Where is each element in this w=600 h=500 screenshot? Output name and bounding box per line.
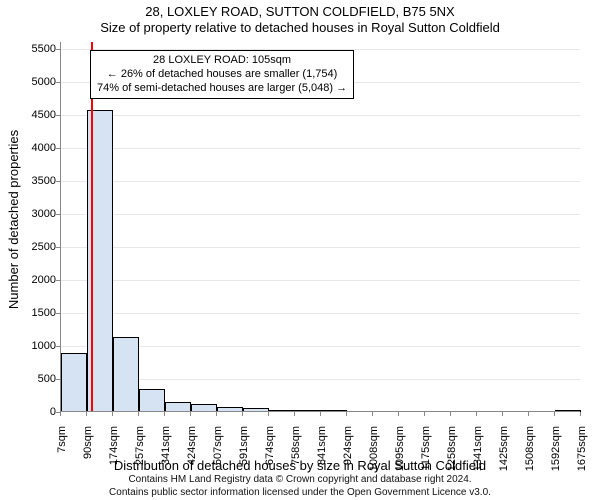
y-tick-label: 3500 [16, 175, 56, 187]
gridline [60, 148, 580, 149]
x-tick-mark [86, 412, 87, 416]
x-tick-label: 90sqm [82, 424, 94, 476]
annotation-box: 28 LOXLEY ROAD: 105sqm ← 26% of detached… [90, 50, 354, 99]
annotation-line: ← 26% of detached houses are smaller (1,… [97, 68, 347, 82]
gridline [60, 181, 580, 182]
annotation-line: 28 LOXLEY ROAD: 105sqm [97, 54, 347, 68]
x-tick-label: 1175sqm [420, 424, 432, 476]
x-tick-label: 1592sqm [550, 424, 562, 476]
x-tick-label: 174sqm [108, 424, 120, 476]
x-tick-mark [502, 412, 503, 416]
x-tick-label: 1341sqm [472, 424, 484, 476]
y-tick-label: 5000 [16, 76, 56, 88]
x-tick-mark [554, 412, 555, 416]
x-tick-mark [190, 412, 191, 416]
gridline [60, 214, 580, 215]
x-tick-mark [580, 412, 581, 416]
x-axis-line [60, 411, 580, 412]
y-tick-label: 500 [16, 373, 56, 385]
histogram-bar [61, 353, 87, 412]
x-tick-mark [528, 412, 529, 416]
annotation-line: 74% of semi-detached houses are larger (… [97, 82, 347, 96]
y-tick-label: 1000 [16, 340, 56, 352]
x-tick-label: 1508sqm [524, 424, 536, 476]
histogram-bar [139, 389, 165, 412]
x-tick-mark [346, 412, 347, 416]
x-tick-mark [450, 412, 451, 416]
gridline [60, 247, 580, 248]
x-tick-label: 1425sqm [498, 424, 510, 476]
x-tick-mark [294, 412, 295, 416]
x-tick-mark [112, 412, 113, 416]
x-tick-mark [372, 412, 373, 416]
figure: 28, LOXLEY ROAD, SUTTON COLDFIELD, B75 5… [0, 0, 600, 500]
chart-title: 28, LOXLEY ROAD, SUTTON COLDFIELD, B75 5… [0, 0, 600, 20]
x-tick-label: 841sqm [316, 424, 328, 476]
y-tick-label: 3000 [16, 208, 56, 220]
y-axis-line [60, 42, 61, 412]
x-tick-mark [398, 412, 399, 416]
gridline [60, 115, 580, 116]
x-tick-label: 1258sqm [446, 424, 458, 476]
x-tick-mark [424, 412, 425, 416]
x-tick-label: 1095sqm [394, 424, 406, 476]
y-tick-label: 1500 [16, 307, 56, 319]
x-tick-label: 341sqm [160, 424, 172, 476]
x-tick-label: 1008sqm [368, 424, 380, 476]
chart-subtitle: Size of property relative to detached ho… [0, 20, 600, 38]
y-tick-label: 4500 [16, 109, 56, 121]
x-tick-mark [60, 412, 61, 416]
x-tick-label: 507sqm [212, 424, 224, 476]
x-tick-label: 758sqm [290, 424, 302, 476]
y-tick-label: 4000 [16, 142, 56, 154]
x-tick-mark [242, 412, 243, 416]
y-tick-label: 2000 [16, 274, 56, 286]
x-tick-mark [268, 412, 269, 416]
x-tick-label: 591sqm [238, 424, 250, 476]
x-tick-label: 424sqm [186, 424, 198, 476]
x-tick-label: 674sqm [264, 424, 276, 476]
x-tick-label: 924sqm [342, 424, 354, 476]
footer-attribution: Contains HM Land Registry data © Crown c… [0, 474, 600, 499]
y-tick-label: 0 [16, 406, 56, 418]
y-tick-label: 2500 [16, 241, 56, 253]
footer-line: Contains public sector information licen… [0, 487, 600, 500]
x-tick-mark [138, 412, 139, 416]
x-tick-mark [320, 412, 321, 416]
gridline [60, 313, 580, 314]
histogram-bar [113, 337, 139, 412]
gridline [60, 280, 580, 281]
x-tick-label: 1675sqm [576, 424, 588, 476]
x-tick-label: 257sqm [134, 424, 146, 476]
x-tick-mark [164, 412, 165, 416]
x-tick-mark [476, 412, 477, 416]
y-tick-label: 5500 [16, 43, 56, 55]
y-axis-label: Number of detached properties [6, 40, 21, 219]
x-tick-label: 7sqm [56, 424, 68, 476]
x-tick-mark [216, 412, 217, 416]
